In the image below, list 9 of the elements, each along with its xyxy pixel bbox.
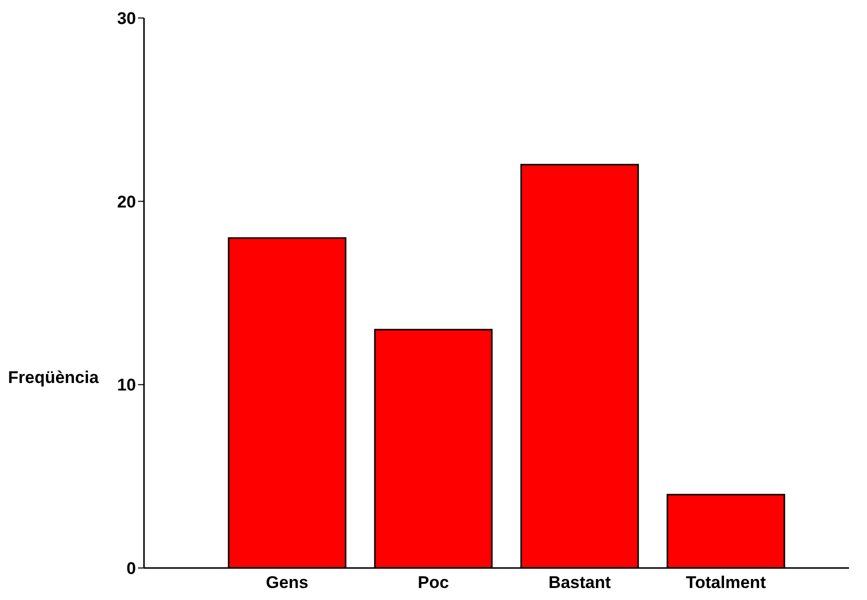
x-tick-label: Totalment — [686, 573, 766, 592]
y-tick-label: 30 — [117, 9, 136, 28]
y-tick-label: 0 — [126, 559, 136, 578]
x-tick-label: Bastant — [548, 573, 612, 592]
y-axis-title: Freqüència — [8, 368, 100, 388]
y-tick-label: 10 — [117, 376, 136, 395]
y-tick-label: 20 — [117, 192, 136, 212]
x-tick-label: Poc — [418, 573, 449, 592]
x-tick-label: Gens — [266, 573, 308, 592]
